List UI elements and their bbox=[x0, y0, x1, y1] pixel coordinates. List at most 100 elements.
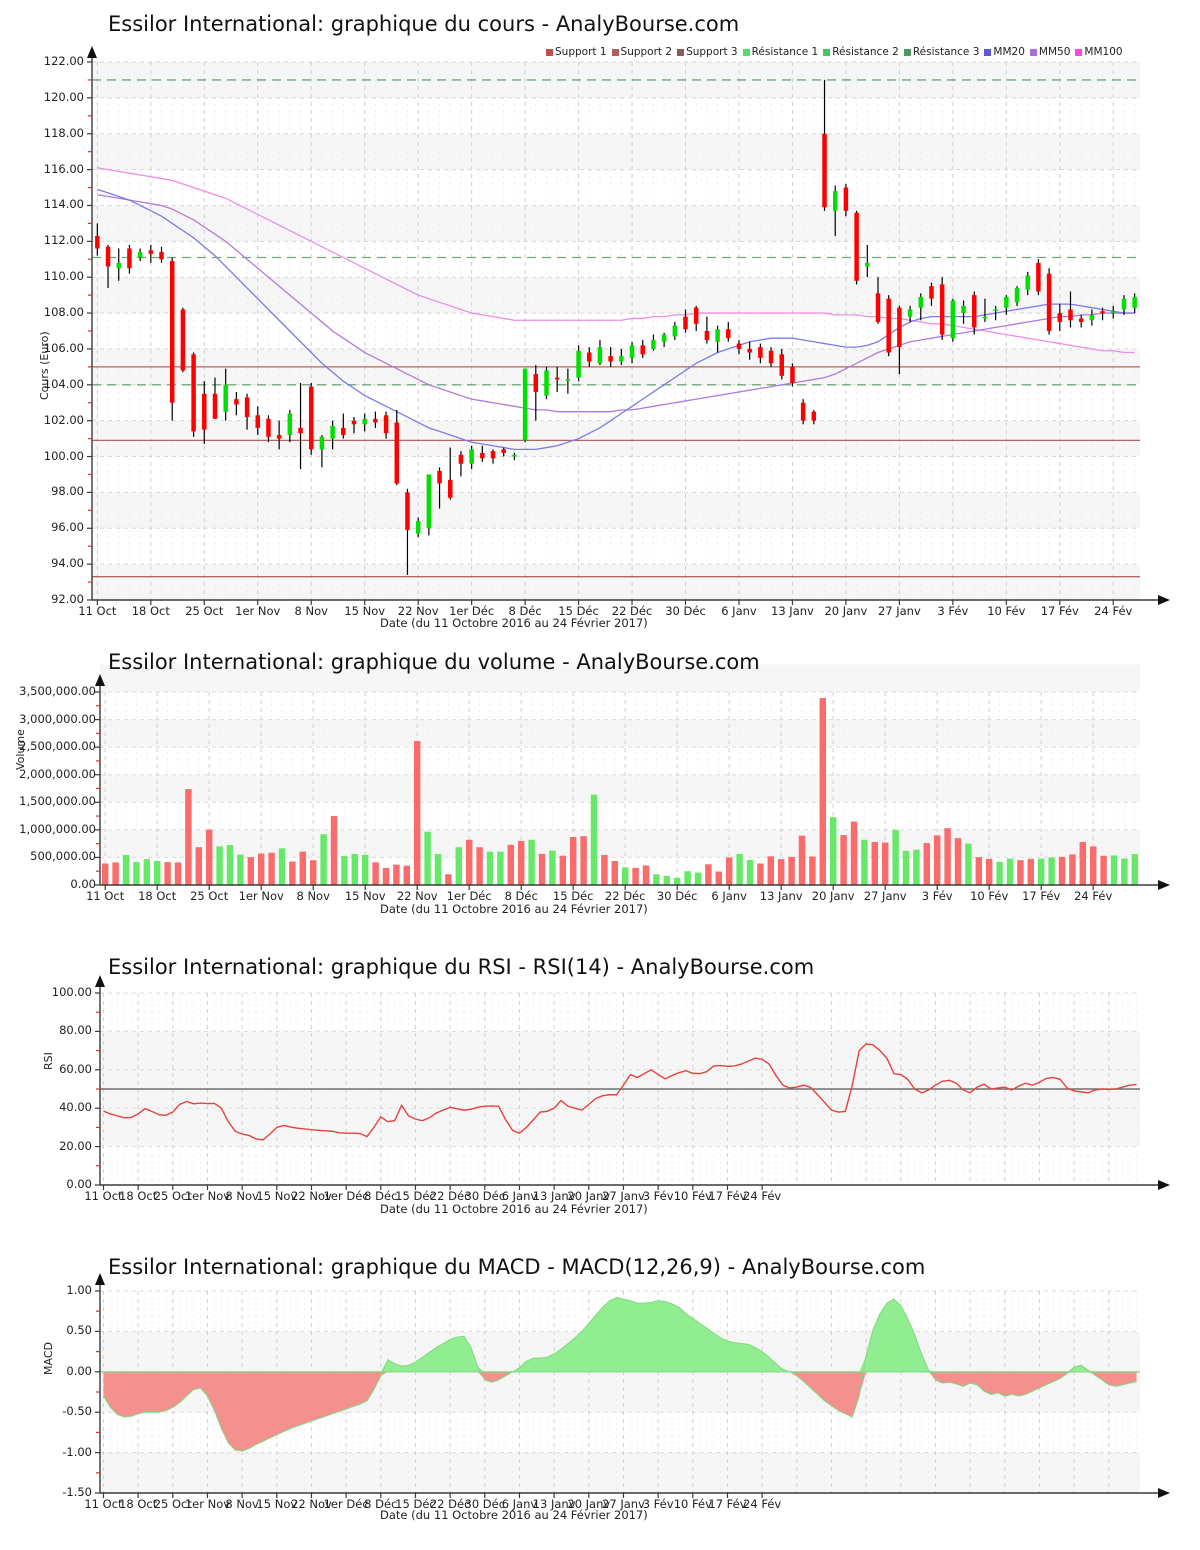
price-ytick-label: 108.00 bbox=[43, 305, 84, 320]
volume-bar bbox=[517, 840, 525, 885]
legend-item-1[interactable]: Support 2 bbox=[611, 46, 672, 58]
candlestick bbox=[939, 277, 945, 340]
price-xtick-label: 13 Janv bbox=[771, 604, 814, 618]
volume-chart-canvas bbox=[95, 664, 1170, 890]
macd-xtick-label: 1er Nov bbox=[184, 1497, 231, 1511]
rsi-xtick-label: 3 Fév bbox=[642, 1189, 674, 1203]
volume-bar bbox=[1110, 855, 1118, 885]
candlestick bbox=[490, 449, 496, 464]
candlestick bbox=[843, 183, 849, 217]
candlestick bbox=[576, 345, 581, 382]
candlestick bbox=[1121, 295, 1127, 315]
candlestick bbox=[587, 347, 592, 367]
rsi-ytick-label: 80.00 bbox=[59, 1023, 92, 1038]
legend-label: MM100 bbox=[1084, 46, 1123, 58]
volume-bar bbox=[694, 872, 702, 885]
rsi-x-axis-label: Date (du 11 Octobre 2016 au 24 Février 2… bbox=[380, 1202, 648, 1216]
volume-bar bbox=[289, 861, 296, 885]
legend-label: MM20 bbox=[993, 46, 1025, 58]
volume-bar bbox=[923, 843, 931, 885]
volume-xtick-label: 22 Déc bbox=[604, 889, 646, 903]
volume-bar bbox=[465, 839, 473, 885]
rsi-xtick-label: 27 Janv bbox=[602, 1189, 645, 1203]
volume-bar bbox=[361, 854, 369, 885]
volume-bar bbox=[507, 844, 515, 885]
legend-item-7[interactable]: MM50 bbox=[1029, 46, 1070, 58]
candlestick bbox=[832, 185, 838, 236]
volume-bar bbox=[216, 846, 223, 885]
candlestick bbox=[726, 322, 731, 342]
candlestick bbox=[1089, 309, 1095, 326]
volume-bar bbox=[1006, 858, 1014, 885]
price-ytick-label: 118.00 bbox=[43, 125, 84, 140]
volume-bar bbox=[809, 856, 816, 885]
macd-xtick-label: 3 Fév bbox=[642, 1497, 674, 1511]
price-xtick-label: 25 Oct bbox=[185, 604, 224, 618]
volume-xtick-label: 22 Nov bbox=[396, 889, 438, 903]
volume-bar bbox=[767, 856, 775, 885]
volume-bar bbox=[653, 874, 660, 885]
volume-bar bbox=[195, 847, 203, 885]
candlestick bbox=[790, 363, 795, 387]
volume-bar bbox=[351, 853, 359, 885]
price-xtick-label: 30 Déc bbox=[665, 604, 706, 618]
price-xtick-label: 22 Nov bbox=[397, 604, 439, 618]
volume-xtick-label: 30 Déc bbox=[656, 889, 698, 903]
volume-bar bbox=[861, 839, 868, 885]
candlestick bbox=[1014, 286, 1020, 306]
legend-item-8[interactable]: MM100 bbox=[1075, 46, 1123, 58]
volume-xtick-label: 20 Janv bbox=[811, 889, 855, 903]
candlestick bbox=[415, 517, 421, 538]
rsi-ytick-label: 100.00 bbox=[51, 985, 92, 999]
volume-ytick-label: 3,500,000.00 bbox=[19, 684, 96, 698]
rsi-line bbox=[103, 1043, 1137, 1141]
macd-xtick-label: 15 Nov bbox=[256, 1497, 298, 1511]
macd-ytick-label: 1.00 bbox=[66, 1283, 92, 1297]
price-ytick-label: 110.00 bbox=[43, 269, 84, 284]
macd-x-axis-label: Date (du 11 Octobre 2016 au 24 Février 2… bbox=[380, 1508, 648, 1522]
legend-label: Résistance 3 bbox=[912, 46, 980, 58]
legend-item-4[interactable]: Résistance 2 bbox=[823, 46, 899, 58]
legend-item-5[interactable]: Résistance 3 bbox=[903, 46, 980, 58]
legend-item-6[interactable]: MM20 bbox=[984, 46, 1025, 58]
price-xtick-label: 8 Déc bbox=[508, 604, 542, 618]
candlestick bbox=[437, 467, 442, 509]
macd-xtick-label: 8 Nov bbox=[225, 1497, 259, 1511]
candlestick bbox=[982, 298, 988, 323]
legend-item-2[interactable]: Support 3 bbox=[677, 46, 738, 58]
macd-chart-canvas bbox=[95, 1273, 1170, 1498]
candlestick bbox=[533, 365, 539, 421]
volume-bar bbox=[829, 817, 837, 885]
volume-bar bbox=[975, 857, 983, 885]
legend-item-0[interactable]: Support 1 bbox=[546, 46, 607, 58]
candlestick bbox=[394, 409, 400, 486]
volume-bar bbox=[122, 854, 130, 885]
candlestick bbox=[875, 277, 881, 324]
legend-item-3[interactable]: Résistance 1 bbox=[742, 46, 818, 58]
volume-bar bbox=[673, 877, 681, 885]
volume-bar bbox=[601, 854, 608, 885]
legend-swatch-icon bbox=[677, 48, 685, 56]
candlestick bbox=[629, 341, 635, 364]
rsi-chart-panel: Essilor International: graphique du RSI … bbox=[0, 945, 1200, 1245]
candlestick bbox=[747, 341, 752, 360]
rsi-xtick-label: 1er Déc bbox=[323, 1189, 369, 1203]
macd-xtick-label: 6 Janv bbox=[501, 1497, 538, 1511]
volume-bar bbox=[434, 853, 442, 885]
price-xtick-label: 15 Nov bbox=[344, 604, 386, 618]
volume-bar bbox=[559, 855, 567, 885]
rsi-xtick-label: 10 Fév bbox=[673, 1189, 712, 1203]
macd-ytick-label: -1.00 bbox=[62, 1444, 92, 1459]
candlestick bbox=[1100, 307, 1105, 321]
candlestick bbox=[169, 257, 175, 421]
price-xtick-label: 27 Janv bbox=[877, 604, 921, 618]
macd-xtick-label: 11 Oct bbox=[84, 1497, 123, 1511]
candlestick bbox=[897, 305, 902, 375]
candlestick bbox=[683, 309, 688, 333]
candlestick bbox=[244, 393, 250, 430]
volume-ytick-label: 1,500,000.00 bbox=[19, 794, 96, 809]
price-ytick-label: 116.00 bbox=[43, 161, 84, 176]
volume-bar bbox=[486, 851, 494, 885]
candlestick bbox=[95, 223, 100, 256]
candlestick bbox=[971, 291, 977, 335]
